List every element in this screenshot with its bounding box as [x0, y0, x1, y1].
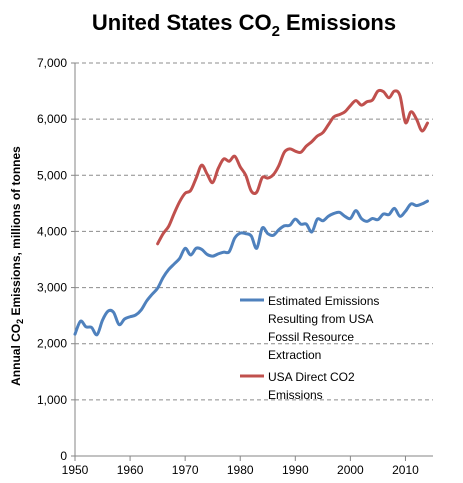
y-tick-label: 3,000 — [37, 281, 67, 295]
legend-item-direct-emissions: USA Direct CO2 Emissions — [240, 370, 358, 402]
y-axis-label: Annual CO2 Emissions, millions of tonnes — [9, 146, 25, 386]
x-tick-label: 2000 — [337, 463, 364, 477]
y-axis-label-subscript: 2 — [15, 319, 25, 324]
y-tick-label: 6,000 — [37, 112, 67, 126]
axes — [74, 63, 433, 461]
x-tick-label: 1960 — [117, 463, 144, 477]
x-tick-label: 1990 — [282, 463, 309, 477]
x-tick-label: 1980 — [227, 463, 254, 477]
y-axis-label-suffix: Emissions, millions of tonnes — [9, 146, 23, 319]
x-tick-labels: 1950 1960 1970 1980 1990 2000 2010 — [62, 463, 419, 477]
legend-label-estimated-emissions: Estimated Emissions Resulting from USA F… — [268, 294, 383, 362]
x-tick-label: 1970 — [172, 463, 199, 477]
y-tick-label: 7,000 — [37, 56, 67, 70]
y-tick-label: 1,000 — [37, 393, 67, 407]
legend-label-direct-emissions: USA Direct CO2 Emissions — [268, 370, 358, 402]
y-axis-label-main: Annual CO — [9, 324, 23, 386]
chart-title-main: United States CO — [92, 10, 272, 35]
y-tick-label: 4,000 — [37, 224, 67, 238]
chart-title-subscript: 2 — [272, 23, 280, 40]
series-line-direct-emissions — [156, 88, 429, 246]
y-tick-label: 5,000 — [37, 168, 67, 182]
legend: Estimated Emissions Resulting from USA F… — [240, 294, 383, 402]
y-tick-labels: 0 1,000 2,000 3,000 4,000 5,000 6,000 7,000 — [37, 56, 67, 463]
x-tick-label: 1950 — [62, 463, 89, 477]
y-tick-label: 2,000 — [37, 337, 67, 351]
series-layer — [73, 88, 429, 337]
grid — [71, 62, 433, 457]
chart-title: United States CO2 Emissions — [92, 10, 396, 40]
series-line-estimated-emissions — [73, 199, 429, 337]
x-tick-label: 2010 — [392, 463, 419, 477]
y-tick-label: 0 — [60, 449, 67, 463]
chart-title-suffix: Emissions — [280, 10, 396, 35]
legend-item-estimated-emissions: Estimated Emissions Resulting from USA F… — [240, 294, 383, 362]
